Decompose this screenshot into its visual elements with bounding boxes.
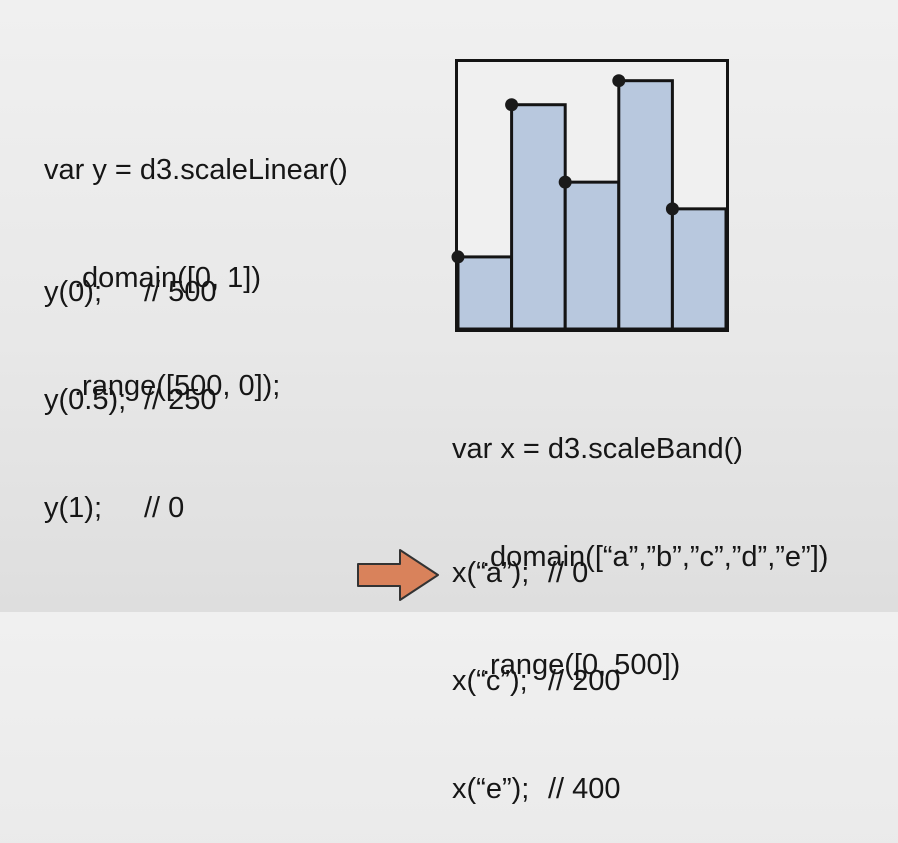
bar-point [558,175,572,189]
result-call: x(“a”); [452,557,530,589]
result-comment: // 200 [548,665,621,697]
band-scale-bar-diagram [451,59,729,332]
code-line: .domain([“a”,”b”,”c”,”d”,”e”]) [482,541,829,573]
bars-group [456,79,728,331]
y-scale-results: y(0); // 500 y(0.5); // 250 y(1); // 0 [44,202,217,562]
bar-point [451,250,465,264]
code-line: .domain([0, 1]) [74,262,261,294]
right-arrow-icon [357,549,439,601]
bar-point [505,98,519,112]
bar-point [665,202,679,216]
result-comment: // 250 [144,384,217,416]
result-call: y(0); [44,276,102,308]
result-call: y(0.5); [44,384,127,416]
bar [563,180,621,331]
code-line: var x = d3.scaleBand() [452,433,743,465]
bar [670,207,728,331]
result-comment: // 0 [548,557,589,589]
result-call: x(“e”); [452,773,530,805]
x-scale-results: x(“a”); // 0 x(“c”); // 200 x(“e”); // 400 [452,483,621,843]
result-line: x(“c”); // 200 [452,663,621,699]
y-scale-code: var y = d3.scaleLinear() .domain([0, 1])… [44,80,348,440]
code-line: .range([500, 0]); [74,370,281,402]
bar [510,103,567,331]
result-comment: // 500 [144,276,217,308]
diagram-frame [455,59,729,332]
result-comment: // 400 [548,773,621,805]
result-call: x(“c”); [452,665,528,697]
bar-point [612,74,626,88]
code-line: var y = d3.scaleLinear() [44,154,348,186]
result-comment: // 0 [144,492,185,524]
result-line-highlighted: x(“e”); // 400 [452,771,621,807]
points-group [451,74,679,264]
result-line: y(0); // 500 [44,274,217,310]
result-line: x(“a”); // 0 [452,555,621,591]
bar [456,255,514,331]
bar [617,79,674,331]
result-call: y(1); [44,492,102,524]
result-line: y(0.5); // 250 [44,382,217,418]
result-line: y(1); // 0 [44,490,217,526]
